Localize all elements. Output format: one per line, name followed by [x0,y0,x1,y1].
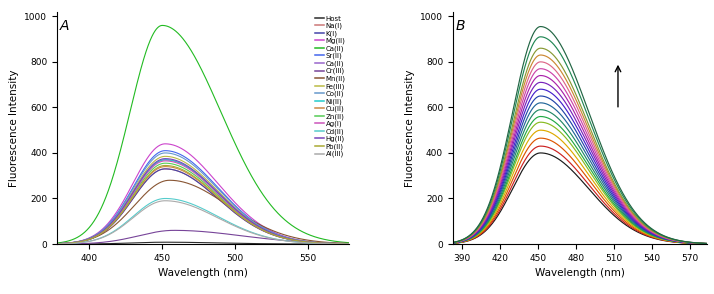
X-axis label: Wavelength (nm): Wavelength (nm) [159,268,248,278]
X-axis label: Wavelength (nm): Wavelength (nm) [535,268,625,278]
Y-axis label: Fluorescence Intensity: Fluorescence Intensity [9,69,19,187]
Text: B: B [456,19,465,33]
Y-axis label: Fluorescence Intensity: Fluorescence Intensity [405,69,415,187]
Text: A: A [60,19,69,33]
Legend: Host, Na(I), K(I), Mg(II), Ca(II), Sr(II), Ca(II), Cr(III), Mn(II), Fe(III), Co(: Host, Na(I), K(I), Mg(II), Ca(II), Sr(II… [313,13,348,160]
